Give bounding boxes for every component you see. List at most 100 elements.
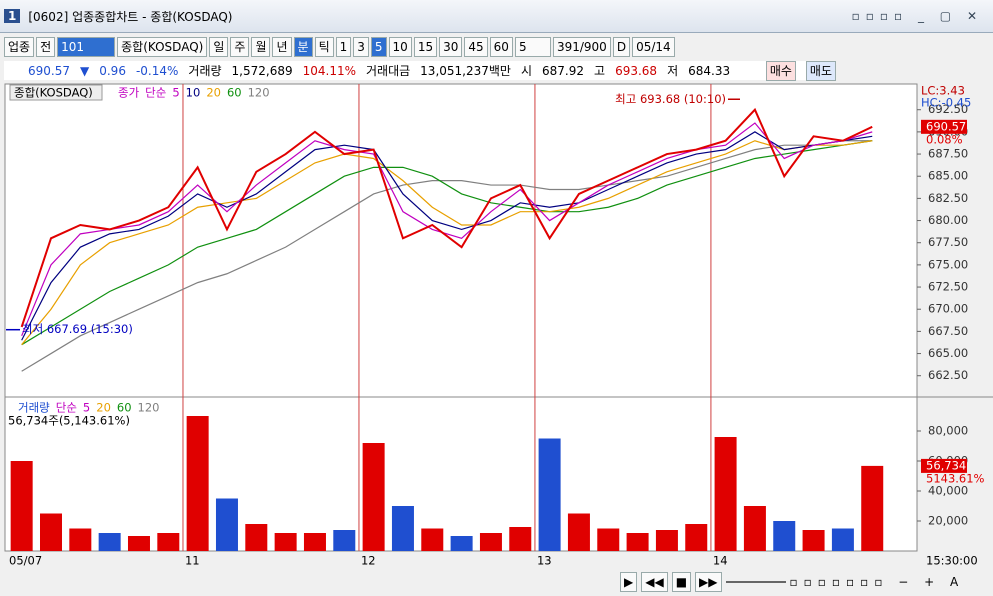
minute-button[interactable]: 15 <box>413 37 438 57</box>
chart: 15:30:00 05/07 11 12 13 14 662.50 665.00 667.50… <box>4 83 993 568</box>
mode-button[interactable]: 전 <box>36 37 56 57</box>
minute-button[interactable]: 3 <box>353 37 369 57</box>
quote-label: 거래대금 <box>366 64 411 78</box>
last-value-box <box>921 119 967 134</box>
scroll-controls[interactable]: ▶ ◀◀ ■ ▶▶ ▫▫▫▫▫▫▫ − + A <box>620 572 964 592</box>
date-field[interactable]: 05/14 <box>632 37 675 57</box>
legend-method: 단순 <box>145 86 166 100</box>
code-input[interactable]: 101 <box>57 37 116 57</box>
last-value-label: 690.57 <box>926 119 966 133</box>
volume-bar <box>567 513 590 551</box>
chart-name: 종합(KOSDAQ) <box>14 86 93 100</box>
minute-button[interactable]: 10 <box>388 37 412 57</box>
sell-button[interactable]: 매도 <box>805 60 836 81</box>
quote-volume: 1,572,689 <box>231 63 293 78</box>
last-rate: 0.08% <box>926 132 963 146</box>
legend-box <box>9 84 103 101</box>
legend-entry: 단순 <box>56 401 77 415</box>
legend-entry: 20 <box>96 401 111 415</box>
volume-bar <box>538 438 561 551</box>
period-button[interactable]: 월 <box>251 37 271 57</box>
period-button[interactable]: 년 <box>272 37 292 57</box>
legend-entry: 20 <box>206 86 221 100</box>
volume-bar <box>69 528 92 551</box>
volume-bar <box>802 530 825 551</box>
period-button[interactable]: 주 <box>230 37 250 57</box>
window-controls[interactable]: ▫▫▫▫ _ ▢ ✕ <box>851 9 983 23</box>
legend-entry: 5 <box>172 86 179 100</box>
volume-bar <box>186 416 209 551</box>
quote-open: 687.92 <box>542 63 585 78</box>
minute-button[interactable]: 60 <box>489 37 513 57</box>
indicator: LC:3.43 <box>921 84 965 98</box>
annotation: 최고 693.68 (10:10) <box>615 92 726 106</box>
legend-entry: 120 <box>248 86 270 100</box>
legend-entry: 종가 <box>118 86 140 100</box>
y-tick-label: 667.50 <box>928 324 968 338</box>
last-value-box <box>921 458 967 473</box>
price-line <box>21 131 873 341</box>
market-select[interactable]: 업종 <box>4 37 35 57</box>
y-tick-label: 680.00 <box>928 213 968 227</box>
legend-entry: 60 <box>227 86 242 100</box>
period-button[interactable]: 일 <box>209 37 229 57</box>
y-tick-label: 80,000 <box>928 424 968 438</box>
minute-button[interactable]: 5 <box>370 37 387 57</box>
price-line <box>21 140 873 346</box>
volume-bar <box>597 528 620 551</box>
period-button[interactable]: 분 <box>293 37 313 57</box>
volume-bar <box>39 513 62 551</box>
x-tick-label: 14 <box>713 554 728 568</box>
legend-entry: 10 <box>186 86 201 100</box>
date-flag[interactable]: D <box>612 37 631 57</box>
y-tick-label: 40,000 <box>928 484 968 498</box>
volume-bar <box>626 533 649 551</box>
buy-button[interactable]: 매수 <box>765 60 796 81</box>
x-tick-label: 11 <box>185 554 200 568</box>
volume-bar <box>743 506 766 551</box>
volume-bar <box>391 506 414 551</box>
quote-amount: 13,051,237백만 <box>420 64 511 78</box>
price-line <box>21 140 873 372</box>
y-tick-label: 662.50 <box>928 368 968 382</box>
quote-label: 고 <box>594 64 606 78</box>
quote-label: 거래량 <box>188 64 222 78</box>
quote-high: 693.68 <box>615 63 658 78</box>
y-tick-label: 20,000 <box>928 514 968 528</box>
volume-bar <box>421 528 444 551</box>
volume-bar <box>215 498 238 551</box>
time-label: 15:30:00 <box>926 554 978 568</box>
volume-bar <box>655 530 678 551</box>
last-rate: 5143.61% <box>926 471 985 485</box>
indicator: HC:-0.45 <box>921 96 971 110</box>
period-button[interactable]: 틱 <box>314 37 334 57</box>
volume-bar <box>714 437 737 551</box>
volume-bar <box>509 527 532 551</box>
window-title: [0602] 업종종합차트 - 종합(KOSDAQ) <box>28 9 233 24</box>
last-value-label: 56,734 <box>926 458 966 472</box>
quote-change: 0.96 <box>99 63 126 78</box>
volume-bar <box>362 443 385 551</box>
interval-select[interactable]: 5 <box>514 37 551 57</box>
annotation: 최저 667.69 (15:30) <box>22 322 133 336</box>
price-line <box>21 140 873 346</box>
volume-bar <box>157 533 180 551</box>
x-tick-label: 12 <box>361 554 376 568</box>
legend-entry: 거래량 <box>18 401 50 415</box>
count-field: 391/900 <box>552 37 611 57</box>
y-tick-label: 687.50 <box>928 147 968 161</box>
minute-button[interactable]: 30 <box>439 37 463 57</box>
y-tick-label: 675.00 <box>928 257 968 271</box>
minute-button[interactable]: 1 <box>335 37 352 57</box>
price-line <box>21 122 873 337</box>
minute-button[interactable]: 45 <box>464 37 488 57</box>
x-tick-label: 05/07 <box>9 554 42 568</box>
volume-bar <box>127 536 150 551</box>
volume-bar <box>861 465 884 551</box>
volume-bar <box>303 533 326 551</box>
volume-summary: 56,734주(5,143.61%) <box>8 414 130 428</box>
volume-bar <box>333 530 356 551</box>
y-tick-label: 665.00 <box>928 346 968 360</box>
price-line <box>20 107 873 328</box>
